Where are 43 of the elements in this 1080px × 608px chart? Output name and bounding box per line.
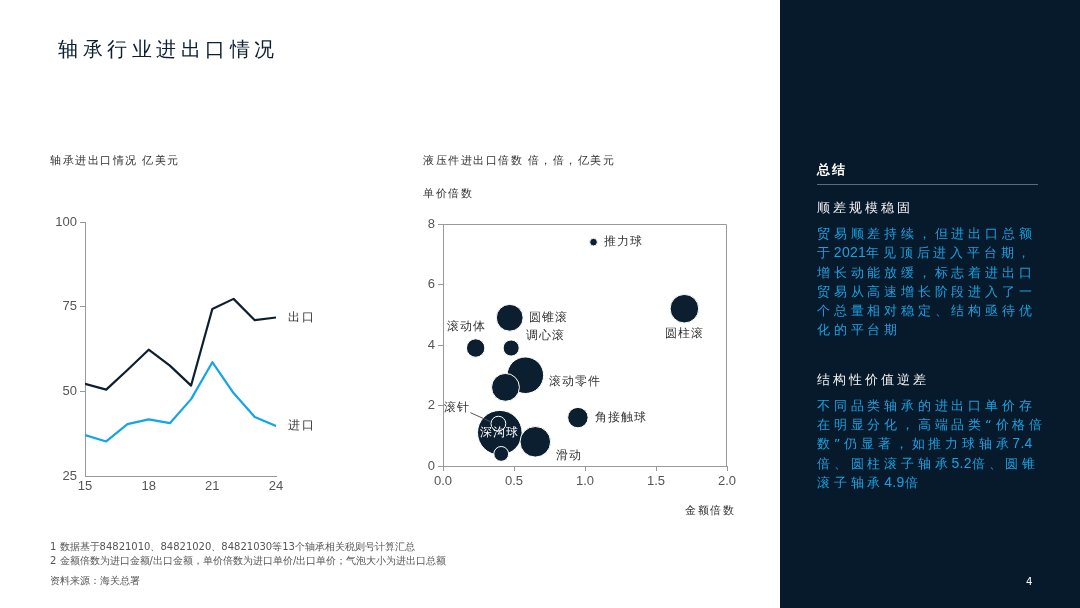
x-axis-title: 金额倍数 [685,503,735,518]
series-label: 滚动体 [447,319,487,334]
series-label: 推力球 [603,234,643,249]
y-tick-label: 0 [427,457,435,473]
series-label: 角接触球 [594,409,647,424]
y-tick-label: 100 [55,213,77,229]
y-axis-title: 单价倍数 [423,186,473,201]
text: 贸易顺差持续，但进出口总额于2021年见顶后进入平台期，增长动能放缓，标志着进出口贸易从高速增长阶段进入了一个总量相对稳定、结构亟待优化的平台期 [817,225,1037,340]
series-label: 深沟球 [480,424,520,439]
text: 资料来源：海关总署 [50,574,140,588]
y-tick-label: 25 [62,467,77,483]
x-tick-label: 21 [205,478,220,494]
x-tick-label: 0.5 [504,473,524,489]
text: 总结 [817,161,847,179]
series-label: 调心滚 [525,328,565,343]
text: 4 [1026,576,1033,587]
chart-subtitle: 轴承进出口情况 亿美元 [50,153,180,168]
x-tick-label: 24 [268,478,284,494]
series-label: 滚针 [444,399,471,414]
y-tick-label: 75 [62,298,77,314]
chart-title: 液压件进出口倍数 倍，倍，亿美元 [423,153,616,168]
series-label: 进口 [288,418,316,432]
text: 顺差规模稳固 [817,200,914,216]
series-label: 出口 [288,309,316,324]
text: 结构性价值逆差 [817,371,930,388]
y-tick-label: 2 [427,397,435,413]
text: 1 数据基于84821010、84821020、84821030等13个轴承相关税则号计算汇总 [50,540,415,554]
text: 2 金额倍数为进口金额/出口金额，单价倍数为进口单价/出口单价；气泡大小为进出口总额 [50,554,447,568]
x-tick-label: 15 [77,478,93,494]
x-tick-label: 18 [141,478,156,494]
y-tick-label: 8 [427,215,435,231]
x-tick-label: 2.0 [717,473,737,489]
x-tick-label: 1.5 [646,473,666,489]
series-label: 圆柱滚 [664,325,704,340]
series-label: 圆锥滚 [528,309,568,324]
x-tick-label: 1.0 [575,473,595,489]
y-tick-label: 6 [427,276,435,292]
y-tick-label: 50 [62,382,77,398]
series-label: 滚动零件 [549,374,602,389]
series-label: 滑动 [556,447,583,462]
y-tick-label: 4 [427,336,435,352]
x-tick-label: 0.0 [433,473,453,489]
chart-title: 轴承行业进出口情况 [58,36,279,63]
